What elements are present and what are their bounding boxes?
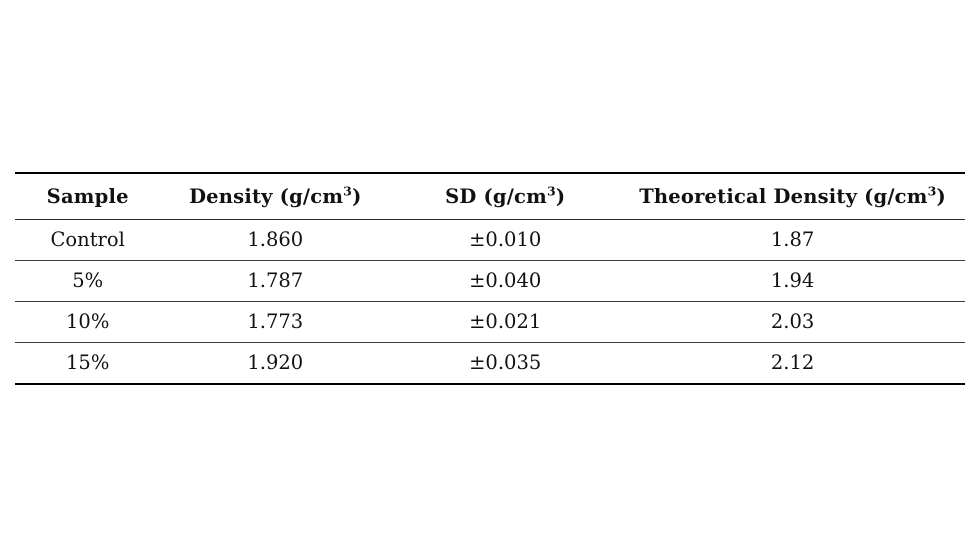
- cell-density: 1.920: [247, 351, 304, 375]
- column-header-theoretical-density: Theoretical Density (g/cm3): [620, 173, 965, 220]
- table-row-10pct: 10% 1.773 ±0.021 2.03: [15, 301, 965, 343]
- cell-sd: ±0.010: [390, 219, 621, 261]
- cell-theoretical-density: 2.12: [770, 351, 815, 375]
- table-row-5pct: 5% 1.787 ±0.040 1.94: [15, 260, 965, 302]
- cell-theoretical-density: 1.94: [620, 260, 965, 302]
- header-text: ): [352, 184, 362, 208]
- cell-density: 1.860: [160, 219, 391, 261]
- header-superscript: 3: [927, 183, 937, 199]
- header-superscript: 3: [546, 183, 556, 199]
- header-text: SD (g/cm: [445, 184, 547, 208]
- cell-sd: ±0.021: [390, 301, 621, 343]
- header-text: Theoretical Density (g/cm: [639, 184, 928, 208]
- header-text: ): [555, 184, 566, 208]
- column-header-sample: Sample: [15, 173, 161, 220]
- density-results-table: Sample Density (g/cm3) SD (g/cm3) Theore…: [15, 172, 965, 385]
- table-row-15pct: 15% 1.920 ±0.035 2.12: [15, 343, 965, 385]
- table-row-control: Control 1.860 ±0.010 1.87: [15, 219, 965, 261]
- cell-sample: 5%: [15, 260, 161, 302]
- cell-sample: 15%: [66, 351, 110, 375]
- header-text: Density (g/cm: [189, 184, 344, 208]
- cell-sd: ±0.040: [390, 260, 621, 302]
- table-header-row: Sample Density (g/cm3) SD (g/cm3) Theore…: [15, 173, 965, 220]
- cell-theoretical-density: 2.03: [620, 301, 965, 343]
- cell-density: 1.787: [160, 260, 391, 302]
- header-superscript: 3: [343, 183, 353, 199]
- header-text: ): [936, 184, 946, 208]
- cell-sample: 10%: [15, 301, 161, 343]
- cell-sample: Control: [15, 219, 161, 261]
- cell-density: 1.773: [160, 301, 391, 343]
- column-header-density: Density (g/cm3): [160, 173, 391, 220]
- cell-theoretical-density: 1.87: [620, 219, 965, 261]
- column-header-sd: SD (g/cm3): [390, 173, 621, 220]
- cell-sd: ±0.035: [469, 351, 542, 375]
- header-text: Sample: [46, 184, 129, 208]
